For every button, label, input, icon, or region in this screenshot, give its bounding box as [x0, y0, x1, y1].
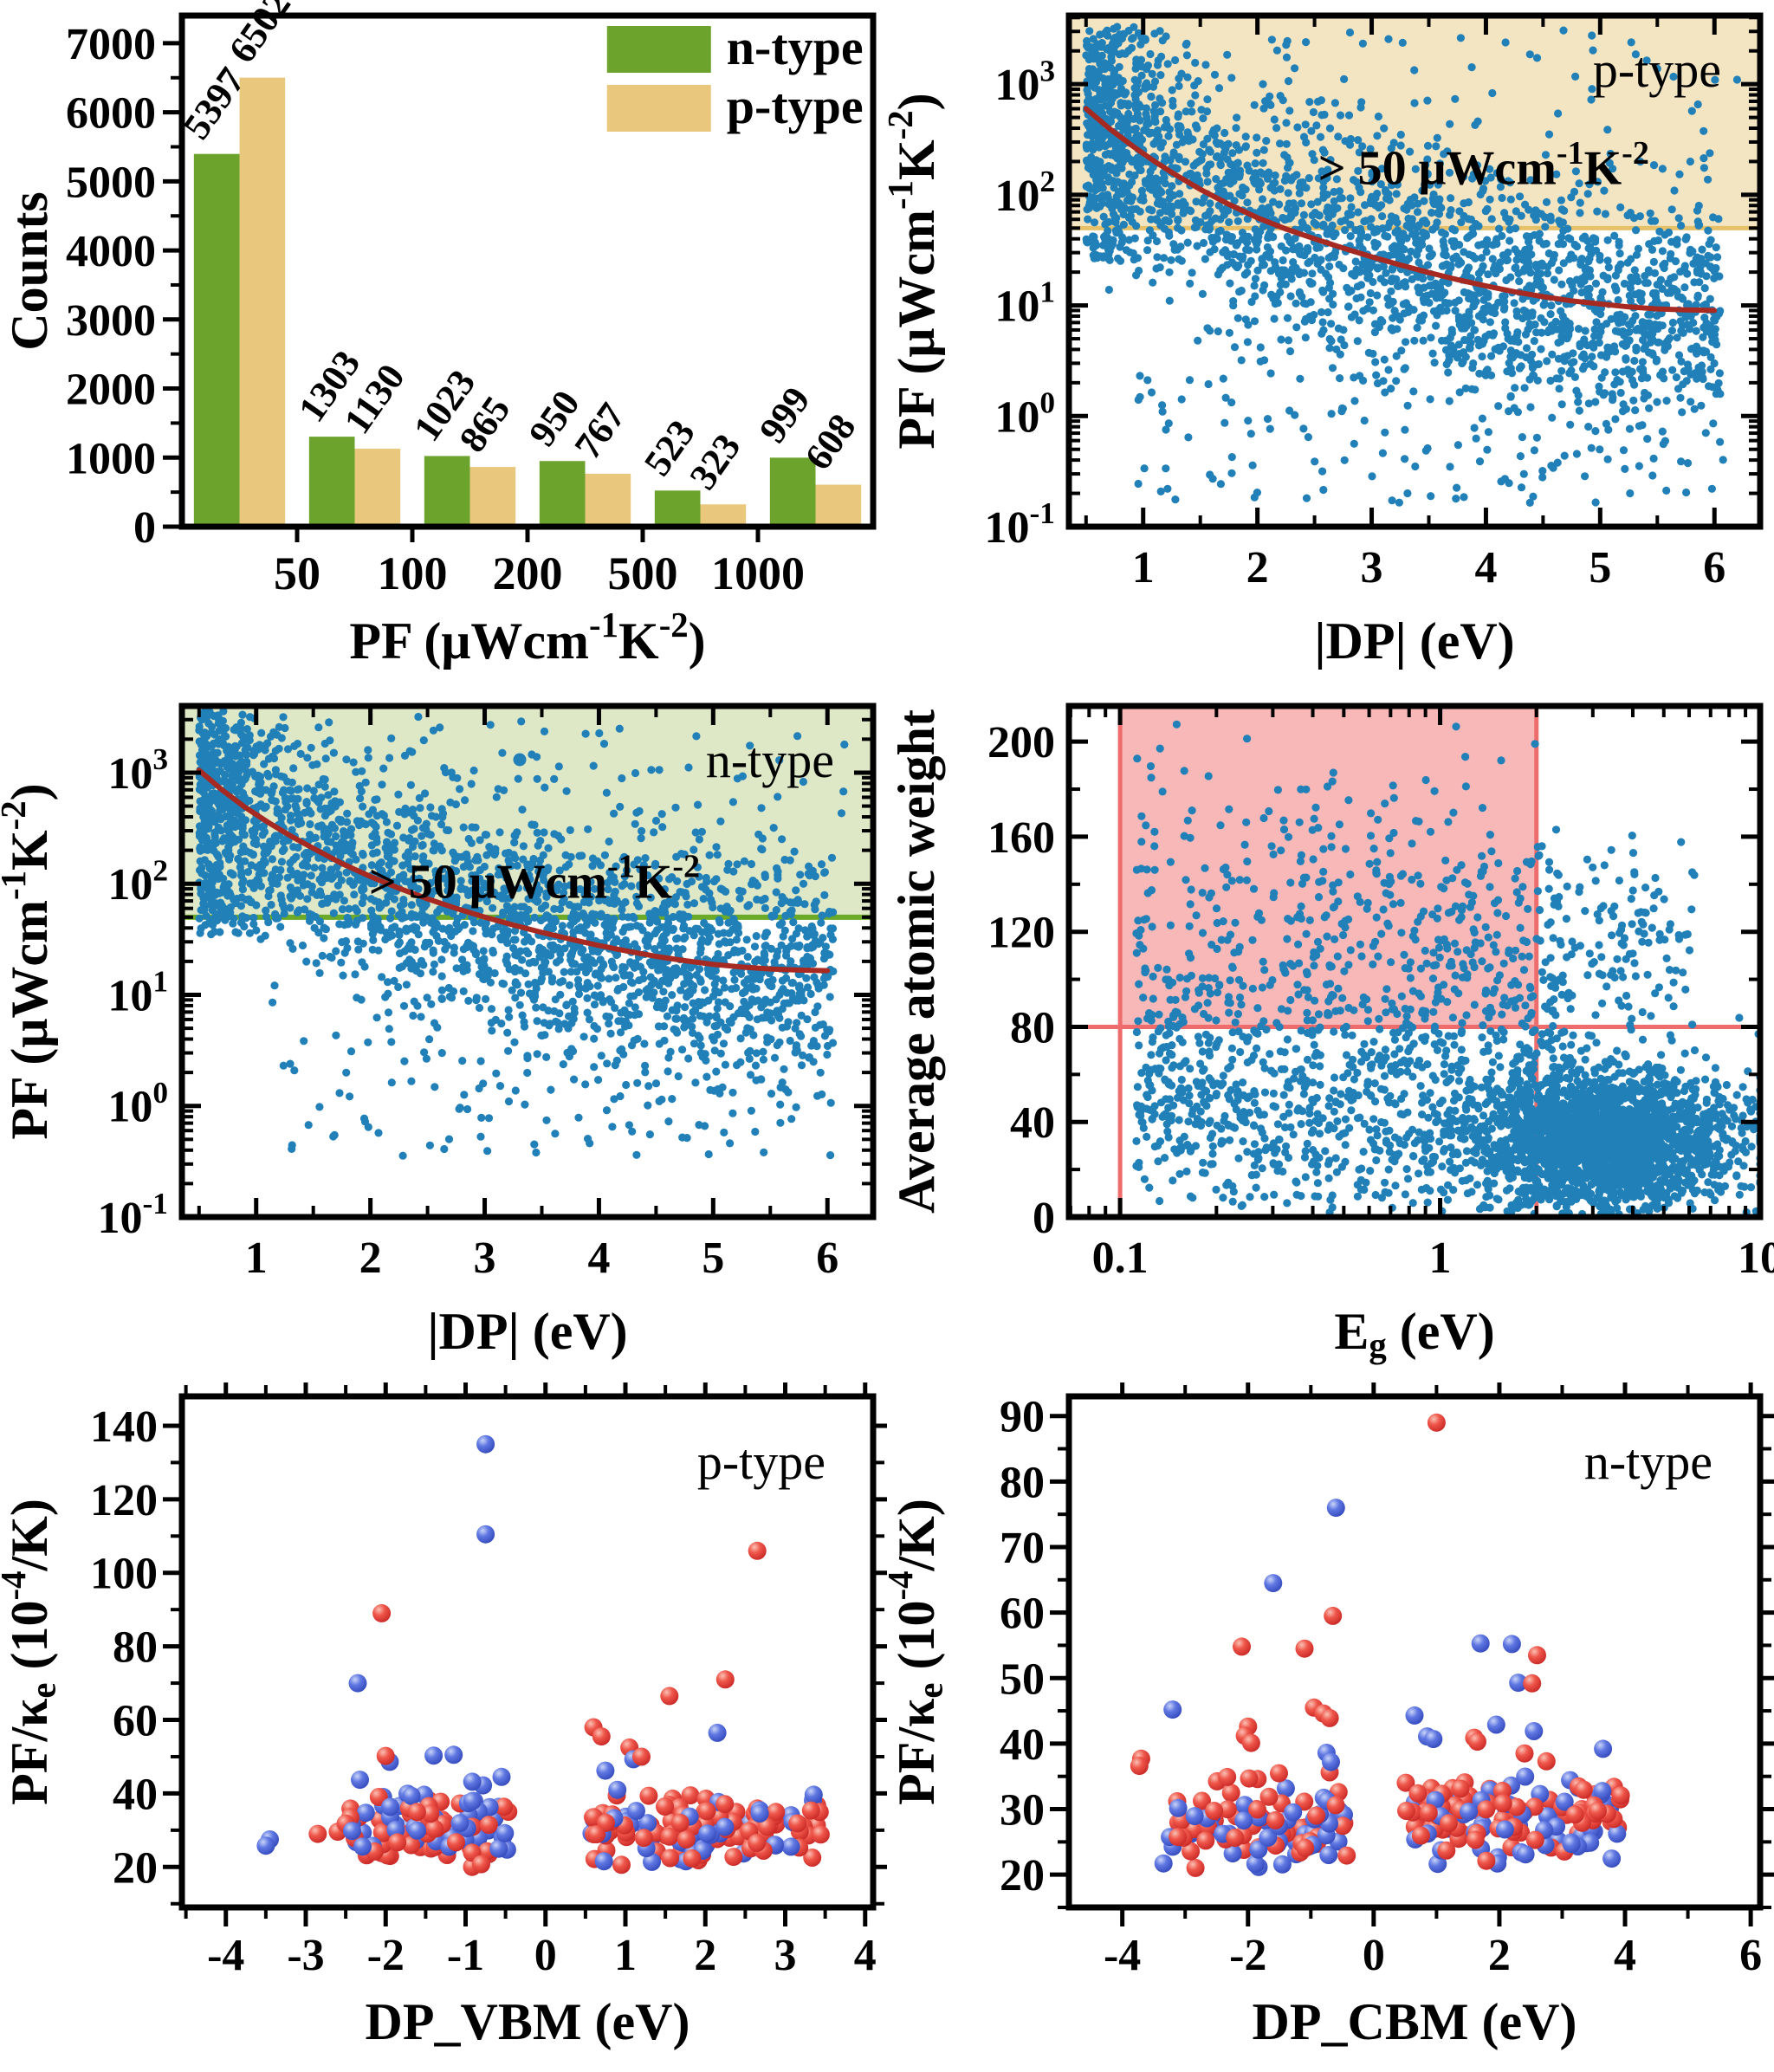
- svg-text:101: 101: [994, 275, 1055, 332]
- svg-text:500: 500: [608, 547, 678, 599]
- svg-text:10-1: 10-1: [985, 495, 1055, 553]
- panel-pf-vs-dp-n-type: 1 2 3 4 5 6 10-1 100 101 102 103 |DP| (eV) PF (μWcm-…: [0, 690, 887, 1381]
- svg-text:100: 100: [994, 385, 1055, 442]
- svg-text:|DP| (eV): |DP| (eV): [1314, 612, 1514, 670]
- svg-text:n-type: n-type: [727, 19, 864, 75]
- svg-text:2000: 2000: [66, 366, 156, 415]
- svg-text:103: 103: [994, 53, 1055, 110]
- svg-text:> 50 μWcm-1K-2: > 50 μWcm-1K-2: [1318, 135, 1649, 196]
- svg-text:6: 6: [1703, 543, 1725, 592]
- svg-text:4000: 4000: [66, 227, 156, 276]
- svg-text:6000: 6000: [66, 89, 156, 139]
- svg-text:PF (μWcm-1K-2): PF (μWcm-1K-2): [349, 605, 705, 670]
- svg-text:0: 0: [133, 503, 156, 553]
- svg-text:1000: 1000: [711, 547, 805, 599]
- svg-text:p-type: p-type: [727, 78, 864, 134]
- panel-pf-count-histogram: 5397 1303 1023 950 523 999 6502 1130 865 767 323 60…: [0, 0, 887, 690]
- panel-atomic-weight-vs-eg: 0.1 1 10 0 40 80 120 160 200 Eg (eV) Average atomi…: [887, 690, 1774, 1381]
- panel-pf-vs-dp-p-type: 1 2 3 4 5 6 10-1 100 101 102 103 |DP| (eV) PF (μWcm-…: [887, 0, 1774, 690]
- svg-text:2: 2: [1246, 543, 1269, 592]
- svg-text:100: 100: [378, 547, 448, 599]
- svg-text:1000: 1000: [66, 434, 156, 483]
- panel-pfke-vs-dpcbm: -4 -2 0 2 4 6 20 30 40 50 60 70 80 90 DP_CBM (eV) PF/κe…: [887, 1381, 1774, 2072]
- panel-pfke-vs-dpvbm: -4 -3 -2 -1 0 1 2 3 4 20 40 60 80 100 120 140 DP_VBM (eV…: [0, 1381, 887, 2072]
- svg-text:5: 5: [1589, 543, 1611, 592]
- svg-text:p-type: p-type: [1593, 42, 1721, 98]
- svg-text:7000: 7000: [66, 20, 156, 69]
- svg-text:200: 200: [493, 547, 563, 599]
- svg-text:102: 102: [994, 164, 1055, 221]
- pf-vs-dp-p-type-chart: 1 2 3 4 5 6 10-1 100 101 102 103 |DP| (eV) PF (μWcm-…: [887, 12, 1764, 670]
- svg-text:50: 50: [274, 547, 320, 599]
- svg-text:3000: 3000: [66, 296, 156, 346]
- svg-text:Counts: Counts: [1, 191, 58, 350]
- svg-text:3: 3: [1361, 543, 1383, 592]
- svg-text:6502: 6502: [221, 0, 300, 70]
- svg-text:PF (μWcm-1K-2): PF (μWcm-1K-2): [887, 93, 945, 449]
- svg-text:4: 4: [1474, 543, 1497, 592]
- svg-text:5000: 5000: [66, 158, 156, 207]
- svg-text:1: 1: [1132, 543, 1155, 592]
